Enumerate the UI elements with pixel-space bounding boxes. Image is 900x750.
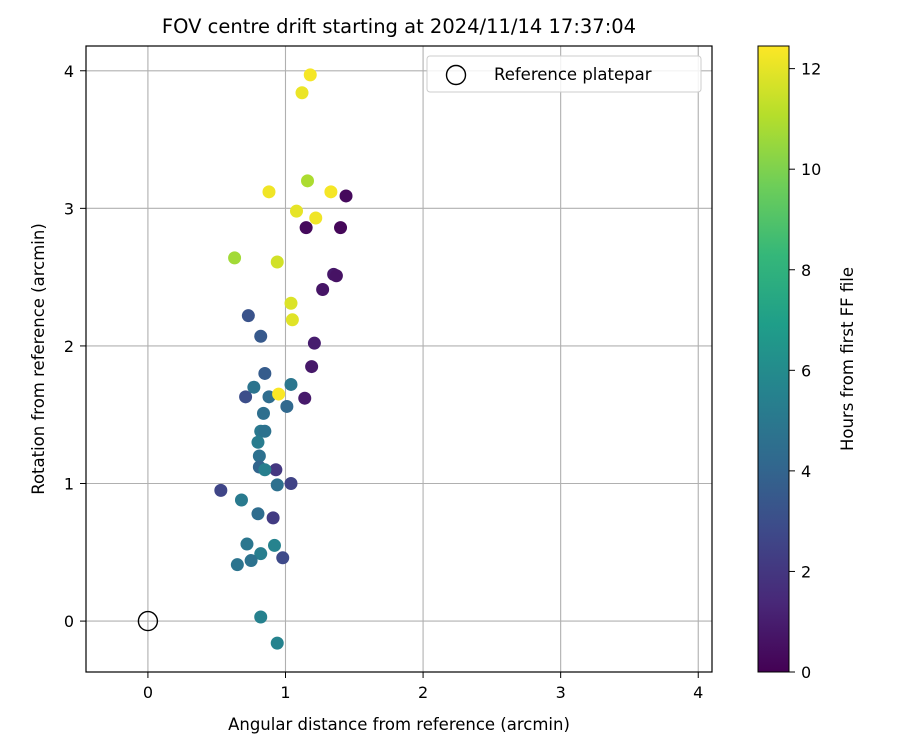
data-point xyxy=(270,478,284,492)
data-point xyxy=(230,558,244,572)
data-point xyxy=(241,309,255,323)
data-point xyxy=(324,185,338,199)
data-point xyxy=(301,174,315,188)
data-point xyxy=(239,390,253,404)
x-tick-label: 0 xyxy=(143,683,153,702)
data-point xyxy=(309,211,323,225)
colorbar-tick-label: 0 xyxy=(801,663,811,682)
data-point xyxy=(266,511,280,525)
data-point xyxy=(316,283,330,297)
plot-frame xyxy=(85,45,713,673)
x-tick-label: 2 xyxy=(418,683,428,702)
colorbar-tick-label: 2 xyxy=(801,562,811,581)
data-point xyxy=(305,360,319,374)
data-point xyxy=(298,391,312,405)
legend-box xyxy=(426,55,702,93)
x-axis-label: Angular distance from reference (arcmin) xyxy=(228,715,570,734)
data-points xyxy=(214,68,353,650)
chart-title: FOV centre drift starting at 2024/11/14 … xyxy=(162,15,636,38)
legend-entry-reference: Reference platepar xyxy=(494,65,652,84)
data-point xyxy=(262,185,276,199)
data-point xyxy=(290,204,304,218)
colorbar: 0 2 4 6 8 10 12 Hours from first FF file xyxy=(757,45,857,682)
x-tick-label: 1 xyxy=(280,683,290,702)
colorbar-tick-label: 4 xyxy=(801,462,811,481)
data-point xyxy=(247,380,261,394)
reference-point-marker xyxy=(137,610,159,632)
y-tick-label: 2 xyxy=(64,337,74,356)
data-point xyxy=(334,221,348,235)
data-point xyxy=(303,68,317,82)
data-point xyxy=(272,387,286,401)
data-point xyxy=(254,329,268,343)
colorbar-tick-label: 8 xyxy=(801,261,811,280)
data-point xyxy=(276,551,290,565)
data-point xyxy=(234,493,248,507)
data-point xyxy=(329,269,343,283)
colorbar-gradient xyxy=(757,45,790,673)
y-tick-label: 0 xyxy=(64,612,74,631)
data-point xyxy=(251,507,265,521)
data-point xyxy=(299,221,313,235)
y-tick-label: 1 xyxy=(64,475,74,494)
colorbar-label: Hours from first FF file xyxy=(838,267,857,451)
data-point xyxy=(270,636,284,650)
data-point xyxy=(269,463,283,477)
legend: Reference platepar xyxy=(426,55,702,93)
data-point xyxy=(280,399,294,413)
data-point xyxy=(284,296,298,310)
x-axis-ticks: 0 1 2 3 4 xyxy=(143,672,703,702)
data-point xyxy=(214,483,228,497)
data-point xyxy=(285,313,299,327)
data-point xyxy=(252,449,266,463)
data-point xyxy=(240,537,254,551)
y-tick-label: 3 xyxy=(64,199,74,218)
data-point xyxy=(307,336,321,350)
data-point xyxy=(284,377,298,391)
data-point xyxy=(256,406,270,420)
colorbar-tick-label: 6 xyxy=(801,361,811,380)
legend-reference-marker xyxy=(445,64,467,86)
x-tick-label: 4 xyxy=(693,683,703,702)
data-point xyxy=(244,554,258,568)
data-point xyxy=(228,251,242,265)
data-point xyxy=(284,477,298,491)
data-point xyxy=(267,538,281,552)
data-point xyxy=(258,424,272,438)
data-point xyxy=(295,86,309,100)
data-point xyxy=(258,366,272,380)
y-axis-label: Rotation from reference (arcmin) xyxy=(29,223,48,495)
y-axis-ticks: 0 1 2 3 4 xyxy=(64,62,86,631)
data-point xyxy=(270,255,284,269)
data-point xyxy=(258,463,272,477)
colorbar-ticks: 0 2 4 6 8 10 12 xyxy=(789,60,821,682)
data-point xyxy=(339,189,353,203)
data-point xyxy=(254,610,268,624)
colorbar-tick-label: 12 xyxy=(801,60,821,79)
x-tick-label: 3 xyxy=(556,683,566,702)
colorbar-tick-label: 10 xyxy=(801,160,821,179)
data-point xyxy=(254,547,268,561)
data-point xyxy=(251,435,265,449)
grid-lines xyxy=(86,46,712,672)
y-tick-label: 4 xyxy=(64,62,74,81)
